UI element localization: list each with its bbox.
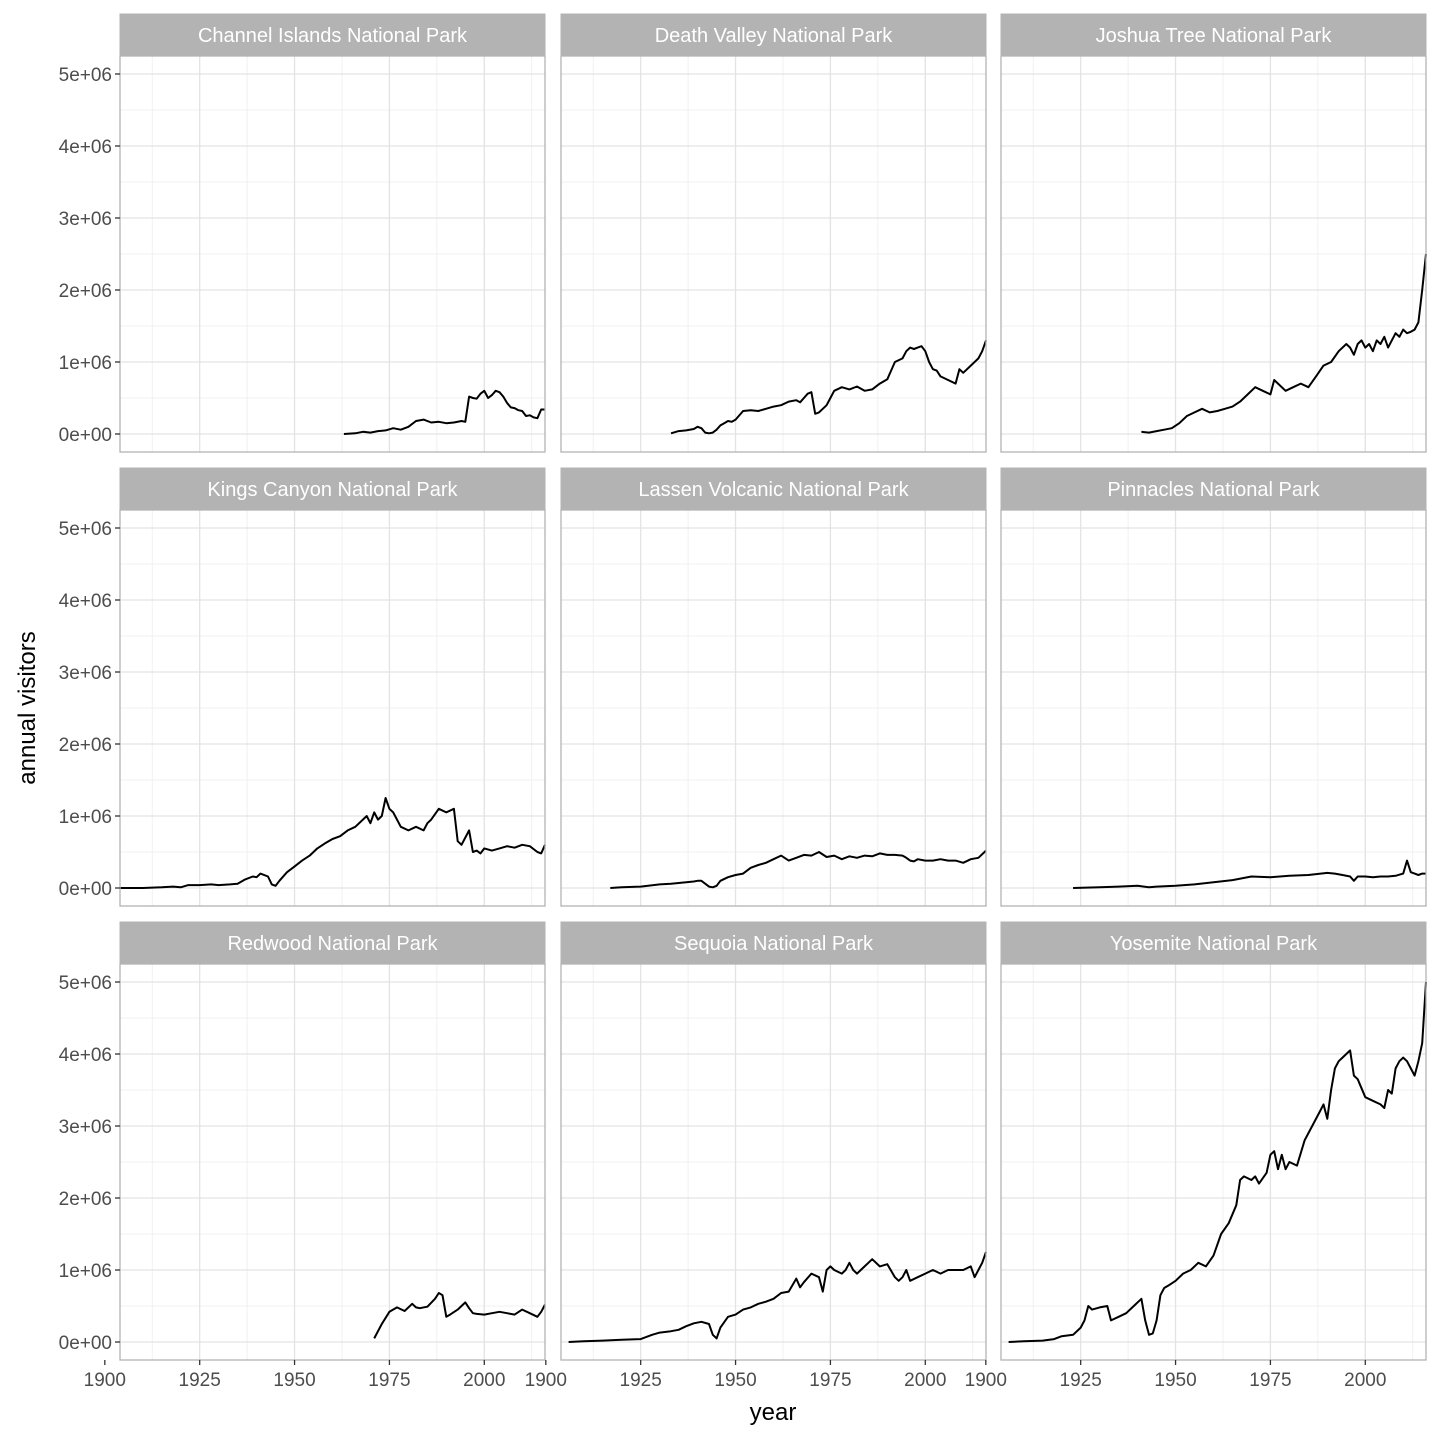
x-tick-label: 1950	[1154, 1370, 1196, 1391]
y-tick-label: 4e+06	[59, 591, 112, 612]
y-tick-label: 3e+06	[59, 663, 112, 684]
y-tick-label: 5e+06	[59, 973, 112, 994]
x-axis: 1900 1925 1950 1975 2000 1900 1925 1950 1975 2000…	[84, 1360, 1386, 1391]
x-tick-label: 1950	[714, 1370, 756, 1391]
y-tick-label: 0e+00	[59, 425, 112, 446]
x-tick-label: 1975	[368, 1370, 410, 1391]
facet-panel: Sequoia National Park	[560, 921, 987, 1361]
y-tick-label: 2e+06	[59, 1189, 112, 1210]
y-tick-label: 0e+00	[59, 879, 112, 900]
facet-strip-label: Sequoia National Park	[674, 933, 874, 955]
facet-strip-label: Joshua Tree National Park	[1096, 25, 1333, 47]
series-line	[373, 1292, 546, 1339]
x-tick-label: 2000	[904, 1370, 946, 1391]
facet-strip	[119, 13, 546, 57]
panel-border	[119, 509, 546, 907]
facet-strip-label: Yosemite National Park	[1110, 933, 1318, 955]
series-line	[343, 389, 545, 435]
x-tick-label: 1900	[84, 1370, 126, 1391]
series-line	[1141, 253, 1427, 434]
panel-border	[560, 55, 987, 453]
facet-panel: Yosemite National Park	[1000, 921, 1427, 1361]
facet-strip	[1000, 921, 1427, 965]
facet-strip	[1000, 13, 1427, 57]
y-tick-label: 2e+06	[59, 281, 112, 302]
x-tick-label: 1925	[620, 1370, 662, 1391]
series-line	[610, 849, 987, 889]
facet-strip-label: Redwood National Park	[227, 933, 438, 955]
panel-border	[119, 963, 546, 1361]
facet-strip	[560, 13, 987, 57]
y-tick-label: 1e+06	[59, 353, 112, 374]
y-tick-label: 3e+06	[59, 1117, 112, 1138]
x-tick-label: 2000	[463, 1370, 505, 1391]
facet-panel: Redwood National Park	[119, 921, 546, 1361]
facet-panels: Channel Islands National Park Death Valle…	[119, 13, 1427, 1361]
x-tick-label: 1900	[965, 1370, 1007, 1391]
y-axis: 0e+00 1e+06 2e+06 3e+06 4e+06 5e+06 0e+00 1e+06…	[59, 65, 120, 1354]
x-tick-label: 1975	[809, 1370, 851, 1391]
y-tick-label: 5e+06	[59, 65, 112, 86]
panel-border	[1000, 509, 1427, 907]
facet-panel: Death Valley National Park	[560, 13, 987, 453]
y-axis-title: annual visitors	[14, 631, 41, 784]
facet-strip	[119, 467, 546, 511]
y-tick-label: 1e+06	[59, 1261, 112, 1282]
series-line	[1073, 859, 1426, 889]
x-tick-label: 1925	[1060, 1370, 1102, 1391]
series-line	[120, 797, 546, 889]
facet-panel: Lassen Volcanic National Park	[560, 467, 987, 907]
panel-border	[119, 55, 546, 453]
facet-panel: Joshua Tree National Park	[1000, 13, 1427, 453]
y-tick-label: 4e+06	[59, 137, 112, 158]
x-axis-title: year	[750, 1399, 797, 1426]
panel-border	[560, 509, 987, 907]
y-tick-label: 3e+06	[59, 209, 112, 230]
facet-strip	[560, 467, 987, 511]
y-tick-label: 2e+06	[59, 735, 112, 756]
facet-panel: Pinnacles National Park	[1000, 467, 1427, 907]
facet-strip-label: Pinnacles National Park	[1107, 479, 1320, 501]
series-line	[1008, 981, 1427, 1343]
x-tick-label: 1900	[525, 1370, 567, 1391]
facet-strip-label: Lassen Volcanic National Park	[638, 479, 909, 501]
facet-strip-label: Death Valley National Park	[655, 25, 894, 47]
y-tick-label: 1e+06	[59, 807, 112, 828]
y-tick-label: 4e+06	[59, 1045, 112, 1066]
facet-panel: Kings Canyon National Park	[119, 467, 546, 907]
facet-strip-label: Kings Canyon National Park	[207, 479, 458, 501]
x-tick-label: 1975	[1249, 1370, 1291, 1391]
facet-panel: Channel Islands National Park	[119, 13, 546, 453]
series-line	[670, 340, 987, 435]
y-tick-label: 5e+06	[59, 519, 112, 540]
x-tick-label: 1925	[179, 1370, 221, 1391]
panel-border	[1000, 963, 1427, 1361]
facet-strip-label: Channel Islands National Park	[198, 25, 468, 47]
x-tick-label: 2000	[1344, 1370, 1386, 1391]
panel-border	[560, 963, 987, 1361]
y-tick-label: 0e+00	[59, 1333, 112, 1354]
panel-border	[1000, 55, 1427, 453]
x-tick-label: 1950	[273, 1370, 315, 1391]
facet-strip	[560, 921, 987, 965]
series-line	[568, 1251, 987, 1343]
